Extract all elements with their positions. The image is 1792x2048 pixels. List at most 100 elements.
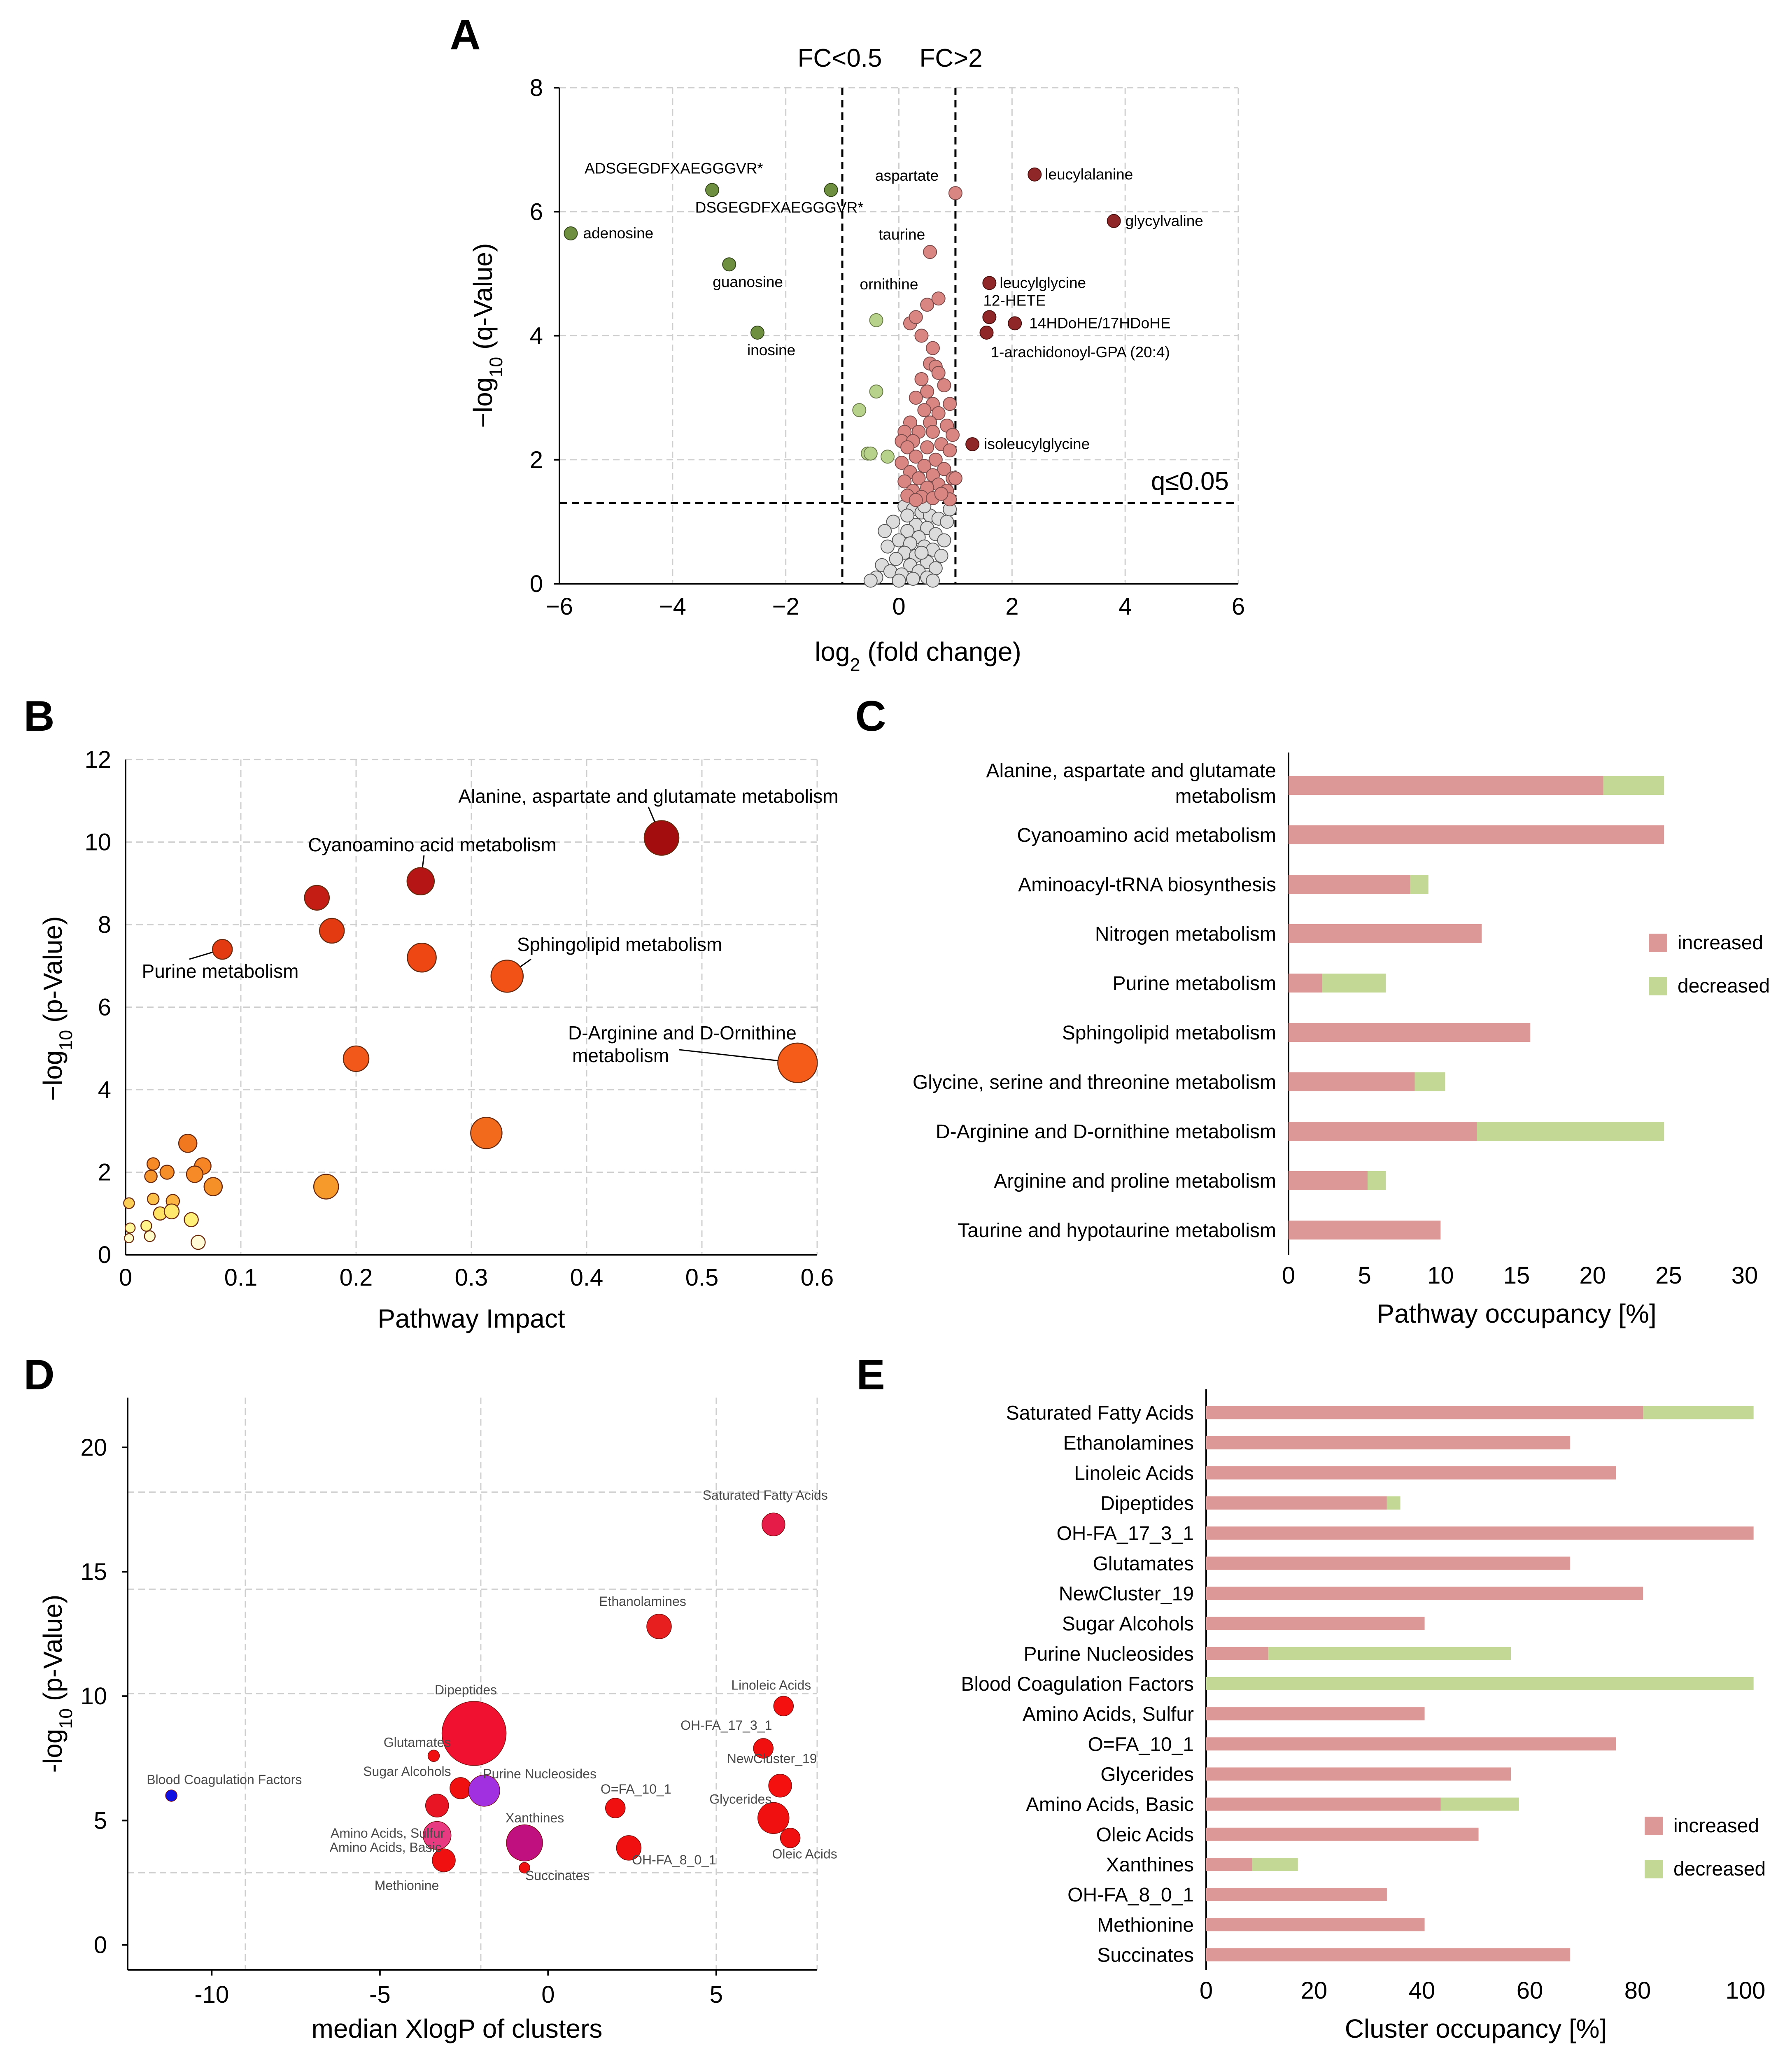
y-tick-label: 6 xyxy=(530,198,543,225)
y-tick-label: 4 xyxy=(98,1076,111,1103)
bar-increased xyxy=(1206,1888,1387,1901)
cluster-bubble xyxy=(427,1750,440,1762)
cluster-label: Blood Coagulation Factors xyxy=(147,1772,302,1787)
data-point-up xyxy=(917,403,932,417)
panel-letter-d: D xyxy=(23,1351,54,1399)
data-point-up xyxy=(920,440,934,454)
data-point-ns xyxy=(889,552,903,566)
cluster-bubble xyxy=(506,1824,543,1862)
y-tick-label: 2 xyxy=(530,447,543,473)
point-label: glycylvaline xyxy=(1126,212,1203,229)
category-label: NewCluster_19 xyxy=(1059,1583,1194,1605)
x-tick-label: 2 xyxy=(1005,593,1018,620)
cluster-bubble xyxy=(773,1696,794,1717)
data-point-labeled xyxy=(982,276,997,290)
y-axis-label-part: (q-Value) xyxy=(468,243,498,357)
panel-letter-c: C xyxy=(855,692,886,740)
category-label: Aminoacyl-tRNA biosynthesis xyxy=(1018,874,1276,896)
category-label: Nitrogen metabolism xyxy=(1095,923,1276,945)
data-point-labeled xyxy=(1107,214,1121,228)
legend-swatch-decreased xyxy=(1645,1860,1663,1878)
x-tick-label: 100 xyxy=(1726,1977,1766,2004)
x-tick-label: 0 xyxy=(1282,1262,1295,1289)
data-point-up xyxy=(917,459,932,473)
y-axis-label: -log10 (p-Value) xyxy=(38,1595,76,1773)
pathway-bubble xyxy=(186,1165,204,1183)
y-axis-label-part: -log xyxy=(38,1729,68,1773)
x-tick-label: −2 xyxy=(772,593,799,620)
data-point-ns xyxy=(892,573,906,588)
y-tick-label: 20 xyxy=(80,1434,107,1461)
data-point-up xyxy=(911,471,926,485)
bar-increased xyxy=(1206,1406,1643,1419)
bar-increased xyxy=(1289,1072,1415,1091)
cluster-bubble xyxy=(425,1794,449,1817)
data-point-labeled xyxy=(1028,167,1042,182)
y-axis-label-sub: 10 xyxy=(56,1708,76,1729)
data-point-up xyxy=(897,474,912,489)
category-label: Ethanolamines xyxy=(1063,1433,1194,1454)
legend-swatch-increased xyxy=(1649,934,1667,952)
bar-increased xyxy=(1206,1436,1571,1449)
category-label: D-Arginine and D-ornithine metabolism xyxy=(936,1121,1276,1143)
x-tick-label: −4 xyxy=(659,593,686,620)
cluster-bubble xyxy=(768,1774,792,1798)
pathway-bubble xyxy=(490,960,524,993)
category-label: Taurine and hypotaurine metabolism xyxy=(958,1220,1276,1242)
bar-increased xyxy=(1206,1526,1754,1540)
category-label: Saturated Fatty Acids xyxy=(1006,1403,1194,1424)
pathway-label: Alanine, aspartate and glutamate metabol… xyxy=(458,785,838,807)
point-label: isoleucylglycine xyxy=(984,436,1090,452)
pathway-label: D-Arginine and D-Ornithine xyxy=(568,1022,797,1044)
y-axis-label: −log10 (q-Value) xyxy=(468,243,506,428)
data-point-up xyxy=(909,493,923,507)
data-point-up xyxy=(914,372,929,386)
data-point-ns xyxy=(863,573,878,588)
data-point-labeled xyxy=(705,183,720,197)
y-tick-label: 4 xyxy=(530,323,543,349)
data-point-labeled xyxy=(965,437,980,452)
data-point-up xyxy=(920,384,934,399)
cluster-bubble xyxy=(165,1789,177,1802)
point-label: DSGEGDFXAEGGGVR* xyxy=(695,199,864,216)
bar-decreased xyxy=(1410,875,1428,894)
category-label: OH-FA_8_0_1 xyxy=(1067,1884,1194,1906)
y-tick-label: 10 xyxy=(84,829,111,856)
data-point-ns xyxy=(906,571,920,586)
pathway-bubble xyxy=(407,942,437,973)
data-point-up xyxy=(909,450,923,464)
data-point-ns xyxy=(940,515,954,529)
x-axis-label: Cluster occupancy [%] xyxy=(1345,2014,1607,2043)
pathway-bubble xyxy=(777,1042,818,1083)
data-point-ns xyxy=(934,549,948,563)
point-label: inosine xyxy=(747,342,795,359)
category-label: Sugar Alcohols xyxy=(1062,1613,1194,1635)
pathway-bubble xyxy=(178,1134,198,1153)
data-point-down xyxy=(863,446,878,461)
panel-d-cluster-bubble-plot: D -10 -5 0 5 0 5 10 15 20 median XlogP of clusters… xyxy=(23,1351,837,2043)
point-label: ornithine xyxy=(860,276,918,293)
y-tick-label: 0 xyxy=(530,571,543,597)
legend-swatch-increased xyxy=(1645,1817,1663,1835)
y-axis-label-part: (p-Value) xyxy=(38,916,68,1030)
cluster-label: OH-FA_8_0_1 xyxy=(632,1852,716,1867)
y-axis-label-sub: 10 xyxy=(486,357,506,377)
pathway-bubble xyxy=(470,1117,503,1149)
category-label: Glutamates xyxy=(1093,1553,1194,1575)
cluster-bubble xyxy=(519,1862,530,1873)
y-tick-label: 0 xyxy=(98,1242,111,1268)
bar-decreased xyxy=(1252,1857,1298,1871)
pathway-bubble xyxy=(319,918,345,944)
cluster-bubble xyxy=(780,1827,801,1848)
cluster-label: Succinates xyxy=(525,1868,590,1883)
fc-low-label: FC<0.5 xyxy=(797,44,882,72)
cluster-label: Amino Acids, Basic xyxy=(330,1840,442,1855)
bar-increased xyxy=(1206,1587,1643,1600)
pathway-bubble xyxy=(313,1174,339,1200)
x-tick-label: 0.4 xyxy=(570,1264,604,1291)
data-point-up xyxy=(943,397,957,411)
y-tick-label: 0 xyxy=(94,1932,107,1959)
bar-increased xyxy=(1206,1647,1268,1660)
data-point-up xyxy=(914,329,929,343)
pathway-bubble xyxy=(159,1165,175,1180)
